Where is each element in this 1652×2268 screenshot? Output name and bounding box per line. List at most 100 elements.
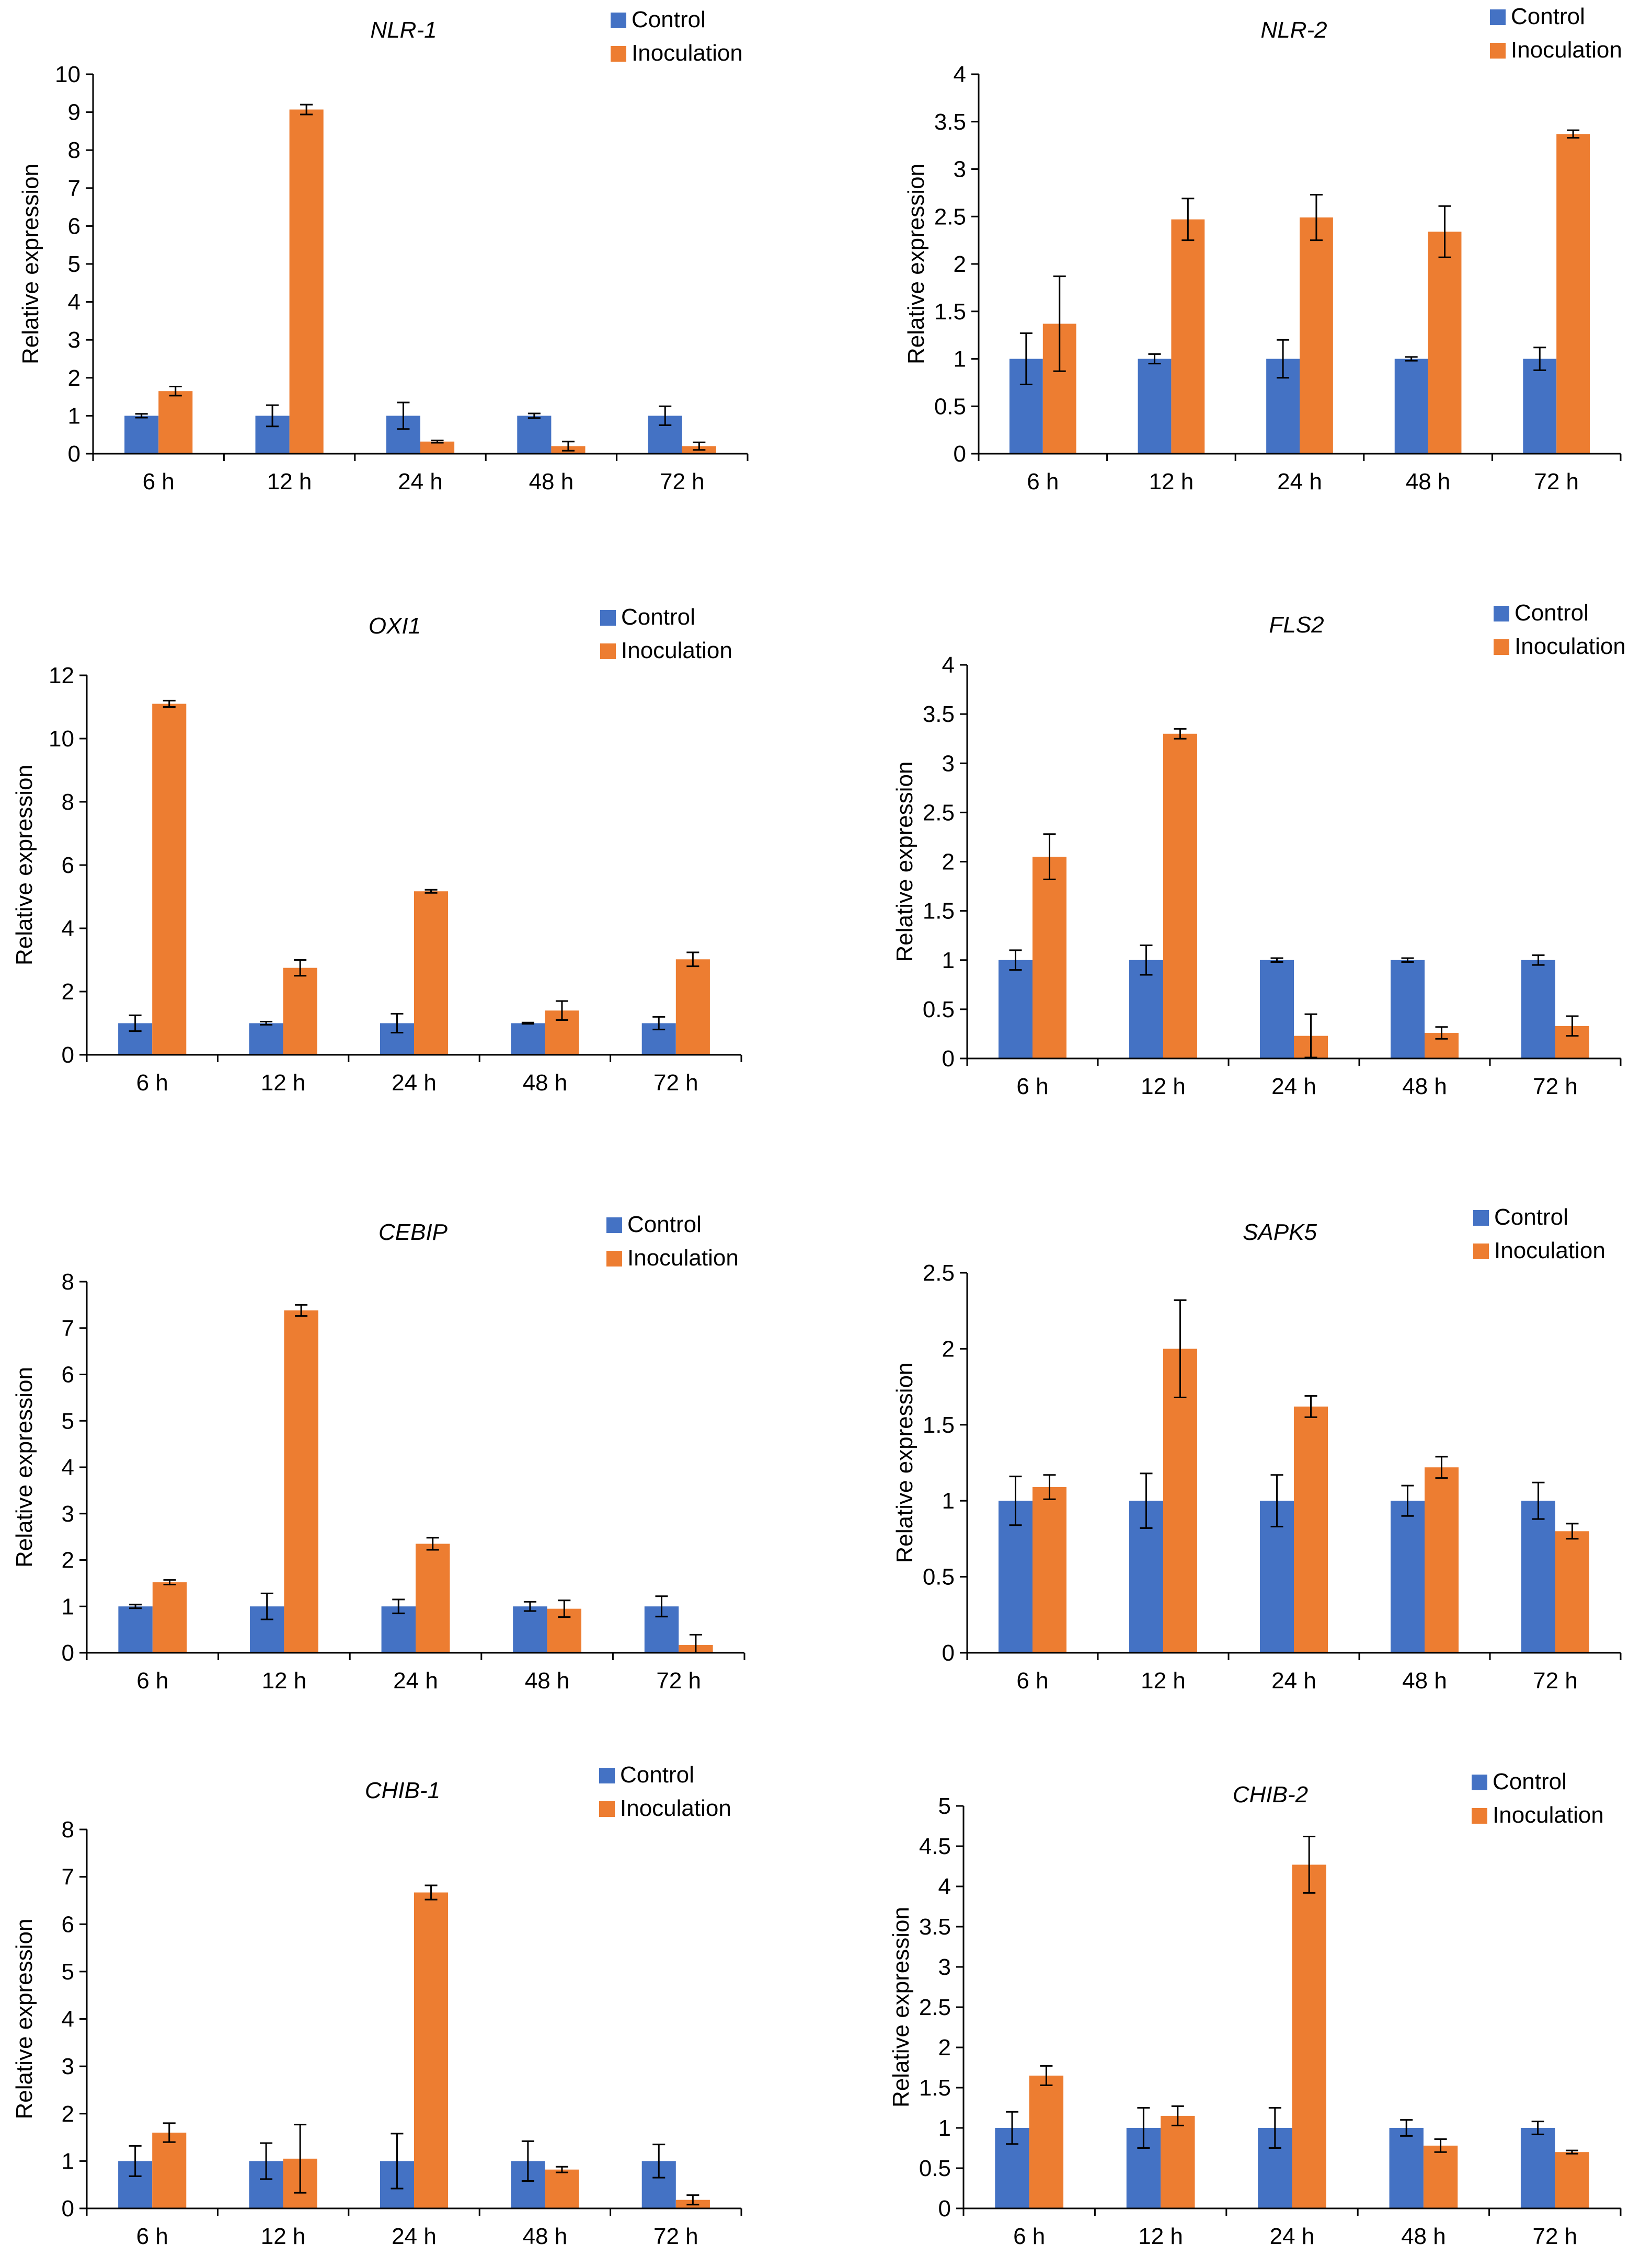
bar-inoculation bbox=[152, 1582, 187, 1653]
x-tick-label: 12 h bbox=[1141, 1074, 1186, 1099]
legend-label-inoculation: Inoculation bbox=[1494, 1238, 1605, 1263]
x-tick-label: 24 h bbox=[392, 1070, 437, 1096]
legend-swatch-control bbox=[1494, 606, 1509, 621]
y-tick-label: 4 bbox=[62, 1455, 74, 1480]
y-tick-label: 1 bbox=[62, 1594, 74, 1619]
y-tick-label: 8 bbox=[68, 137, 81, 163]
legend-swatch-control bbox=[1490, 9, 1506, 25]
bar-control bbox=[1129, 960, 1163, 1058]
bar-control bbox=[511, 1023, 545, 1055]
bar-inoculation bbox=[545, 2169, 579, 2208]
bar-inoculation bbox=[1423, 2145, 1458, 2208]
y-tick-label: 7 bbox=[68, 176, 81, 201]
x-tick-label: 6 h bbox=[1016, 1668, 1048, 1694]
y-tick-label: 7 bbox=[62, 1316, 74, 1341]
bar-control bbox=[999, 960, 1032, 1058]
y-tick-label: 4.5 bbox=[919, 1834, 951, 1859]
bar-inoculation bbox=[152, 704, 187, 1055]
legend-swatch-control bbox=[1472, 1775, 1487, 1790]
bar-inoculation bbox=[675, 959, 710, 1055]
chart-chib-2: CHIB-2 0 0.5 1 1.5 2 2.5 3 3.5 4 4.5 5 Relative expr… bbox=[888, 1769, 1622, 2249]
bar-inoculation bbox=[289, 109, 324, 454]
bar-control bbox=[124, 416, 159, 454]
legend-swatch-inoculation bbox=[599, 1801, 615, 1817]
y-tick-label: 2 bbox=[942, 1336, 955, 1362]
y-axis-label: Relative expression bbox=[903, 164, 929, 364]
y-tick-label: 6 bbox=[62, 1912, 74, 1937]
bar-control bbox=[1394, 359, 1428, 454]
x-tick-label: 72 h bbox=[653, 2224, 698, 2249]
bar-inoculation bbox=[1425, 1467, 1459, 1653]
legend: Control Inoculation bbox=[600, 604, 732, 663]
legend-label-inoculation: Inoculation bbox=[632, 40, 743, 66]
y-tick-label: 4 bbox=[68, 290, 81, 315]
legend-swatch-inoculation bbox=[1473, 1244, 1489, 1259]
y-axis-label: Relative expression bbox=[892, 1363, 917, 1563]
legend-label-inoculation: Inoculation bbox=[1493, 1802, 1604, 1828]
y-tick-label: 3 bbox=[954, 157, 966, 182]
legend-label-inoculation: Inoculation bbox=[627, 1245, 739, 1271]
legend-swatch-control bbox=[606, 1217, 622, 1233]
legend-swatch-inoculation bbox=[606, 1251, 622, 1267]
y-tick-label: 1.5 bbox=[923, 899, 955, 924]
bar-inoculation bbox=[283, 968, 317, 1055]
bar-inoculation bbox=[1428, 232, 1462, 454]
x-tick-label: 48 h bbox=[1402, 1668, 1447, 1694]
y-tick-label: 1 bbox=[954, 347, 966, 372]
bar-control bbox=[1521, 960, 1555, 1058]
x-tick-label: 24 h bbox=[392, 2224, 437, 2249]
legend-swatch-inoculation bbox=[1490, 43, 1506, 59]
bar-control bbox=[517, 416, 552, 454]
y-tick-label: 6 bbox=[62, 853, 74, 878]
y-tick-label: 0 bbox=[62, 2196, 74, 2221]
bar-inoculation bbox=[284, 1310, 318, 1653]
bar-inoculation bbox=[1161, 2115, 1195, 2208]
y-tick-label: 2 bbox=[68, 365, 81, 391]
chart-chib-1: CHIB-1 0 1 2 3 4 5 6 7 8 Relative expression 6 h 12 … bbox=[12, 1762, 742, 2249]
y-tick-label: 3 bbox=[62, 2054, 74, 2079]
y-tick-label: 0 bbox=[68, 441, 81, 467]
x-tick-label: 12 h bbox=[1149, 469, 1194, 494]
y-tick-label: 10 bbox=[49, 726, 74, 752]
chart-title: CEBIP bbox=[378, 1219, 448, 1245]
bar-inoculation bbox=[420, 441, 455, 454]
x-tick-label: 48 h bbox=[1406, 469, 1451, 494]
legend-swatch-inoculation bbox=[1472, 1808, 1487, 1824]
x-tick-label: 6 h bbox=[143, 469, 175, 494]
x-tick-label: 6 h bbox=[1016, 1074, 1048, 1099]
bar-inoculation bbox=[1029, 2075, 1064, 2208]
y-tick-label: 2.5 bbox=[919, 1995, 951, 2020]
y-tick-label: 1 bbox=[938, 2115, 951, 2141]
bar-inoculation bbox=[1171, 219, 1205, 454]
y-tick-label: 5 bbox=[68, 251, 81, 277]
bar-inoculation bbox=[1032, 857, 1066, 1058]
chart-oxi1: OXI1 0 2 4 6 8 10 12 Relative expression 6 h 12 h 2… bbox=[12, 604, 742, 1096]
y-tick-label: 3 bbox=[62, 1501, 74, 1527]
legend-swatch-inoculation bbox=[611, 46, 626, 62]
y-tick-label: 4 bbox=[942, 652, 955, 678]
bar-inoculation bbox=[1555, 1531, 1589, 1653]
legend-swatch-control bbox=[1473, 1210, 1489, 1226]
y-tick-label: 2 bbox=[62, 2101, 74, 2127]
bar-inoculation bbox=[1292, 1864, 1326, 2208]
legend-label-control: Control bbox=[620, 1762, 694, 1788]
y-tick-label: 12 bbox=[49, 663, 74, 688]
x-tick-label: 12 h bbox=[261, 2224, 306, 2249]
y-tick-label: 3.5 bbox=[923, 701, 955, 727]
y-tick-label: 8 bbox=[62, 789, 74, 815]
y-tick-label: 10 bbox=[55, 62, 81, 87]
x-tick-label: 24 h bbox=[393, 1668, 438, 1694]
y-tick-label: 2.5 bbox=[923, 1260, 955, 1286]
bar-inoculation bbox=[1163, 733, 1197, 1058]
chart-title: OXI1 bbox=[369, 613, 421, 639]
bar-inoculation bbox=[414, 891, 449, 1055]
bar-control bbox=[1391, 1501, 1425, 1653]
bar-control bbox=[999, 1501, 1032, 1653]
y-tick-label: 3 bbox=[68, 327, 81, 353]
y-axis-label: Relative expression bbox=[892, 762, 917, 962]
y-tick-label: 7 bbox=[62, 1864, 74, 1890]
bar-inoculation bbox=[152, 2133, 187, 2208]
y-tick-label: 1.5 bbox=[934, 299, 966, 325]
legend-label-control: Control bbox=[1511, 4, 1585, 29]
x-tick-label: 24 h bbox=[1270, 2224, 1315, 2249]
